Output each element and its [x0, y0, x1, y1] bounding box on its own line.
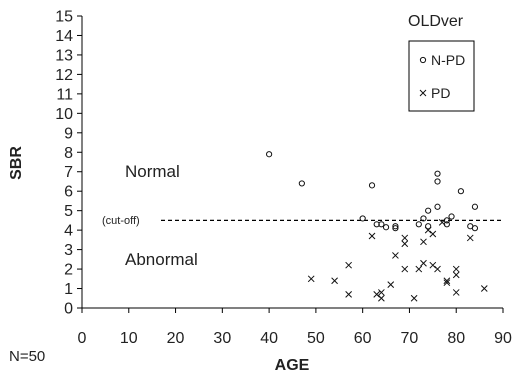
pd-point	[415, 265, 423, 273]
legend-box	[408, 40, 475, 112]
npd-point	[382, 224, 390, 231]
pd-point	[331, 277, 338, 285]
pd-point	[443, 279, 451, 287]
x-tick-label: 60	[354, 330, 372, 347]
y-tick-label: 15	[55, 9, 73, 26]
x-tick-label: 40	[260, 330, 278, 347]
y-tick-label: 10	[55, 106, 73, 123]
legend-label-npd: N-PD	[431, 52, 465, 68]
pd-point	[480, 285, 488, 292]
npd-point	[457, 188, 464, 195]
legend-title: OLDver	[408, 13, 464, 30]
y-tick-label: 9	[64, 125, 73, 142]
npd-point	[434, 170, 441, 177]
x-tick-label: 20	[167, 330, 185, 347]
x-tick-label: 0	[78, 330, 87, 347]
legend-circle-icon	[419, 56, 427, 64]
y-tick-label: 11	[56, 86, 73, 103]
pd-point	[452, 265, 460, 273]
x-tick-label: 80	[447, 330, 465, 347]
sample-size-footnote: N=50	[9, 348, 45, 365]
npd-point	[425, 223, 432, 230]
pd-point	[443, 277, 451, 285]
pd-point	[429, 230, 437, 238]
npd-point	[368, 182, 376, 189]
npd-point	[392, 223, 399, 230]
pd-point	[392, 252, 399, 259]
y-tick-label: 0	[64, 301, 73, 318]
npd-point	[359, 215, 366, 222]
pd-point	[373, 291, 381, 298]
npd-point	[420, 215, 427, 222]
y-tick-label: 12	[55, 67, 73, 84]
plot-area	[81, 16, 503, 309]
npd-point	[298, 180, 305, 187]
pd-point	[429, 261, 437, 269]
pd-point	[368, 232, 376, 240]
pd-point	[307, 275, 315, 283]
y-tick-label: 2	[64, 262, 73, 279]
pd-point	[378, 294, 385, 302]
y-tick-label: 1	[64, 281, 73, 298]
pd-point	[378, 289, 385, 296]
y-tick-label: 5	[64, 203, 73, 220]
npd-point	[434, 203, 441, 210]
npd-point	[443, 221, 450, 228]
pd-point	[345, 291, 352, 298]
pd-point	[424, 226, 432, 234]
pd-point	[434, 265, 441, 273]
pd-point	[452, 271, 460, 279]
pd-point	[420, 259, 427, 267]
x-tick-label: 50	[307, 330, 325, 347]
y-tick-label: 14	[55, 28, 73, 45]
pd-point	[420, 238, 427, 246]
pd-point	[438, 218, 446, 226]
legend-cross-icon	[419, 89, 427, 97]
pd-point	[387, 281, 395, 288]
npd-point	[434, 178, 441, 185]
legend-label-pd: PD	[431, 85, 450, 101]
y-tick-label: 4	[64, 223, 73, 240]
normal-region-label: Normal	[125, 162, 180, 181]
pd-point	[401, 265, 409, 273]
pd-point	[466, 234, 474, 242]
x-tick-label: 30	[213, 330, 231, 347]
npd-point	[425, 207, 432, 214]
x-axis-title: AGE	[275, 357, 310, 374]
x-axis-ticks: 0 10 20 30 40 50 60 70 80 90	[78, 308, 512, 347]
npd-point	[415, 221, 422, 228]
data-points	[266, 151, 488, 302]
abnormal-region-label: Abnormal	[125, 250, 198, 269]
npd-point	[266, 151, 273, 158]
y-tick-label: 3	[64, 242, 73, 259]
y-axis-title: SBR	[8, 146, 25, 180]
y-tick-label: 6	[64, 184, 73, 201]
y-tick-label: 7	[64, 164, 73, 181]
legend: OLDver N-PD PD	[408, 13, 475, 112]
pd-point	[401, 240, 409, 248]
x-tick-label: 70	[401, 330, 419, 347]
pd-point	[452, 289, 460, 296]
y-tick-label: 8	[64, 145, 73, 162]
x-tick-label: 10	[120, 330, 138, 347]
pd-point	[410, 294, 418, 302]
npd-point	[373, 221, 380, 228]
npd-point	[471, 203, 479, 210]
pd-point	[345, 261, 352, 269]
npd-point	[471, 225, 479, 232]
cutoff-label: (cut-off)	[102, 215, 140, 227]
npd-point	[378, 221, 385, 228]
pd-point	[401, 234, 409, 242]
x-tick-label: 90	[494, 330, 512, 347]
npd-point	[392, 225, 399, 232]
y-tick-label: 13	[55, 47, 73, 64]
npd-point	[448, 213, 455, 220]
